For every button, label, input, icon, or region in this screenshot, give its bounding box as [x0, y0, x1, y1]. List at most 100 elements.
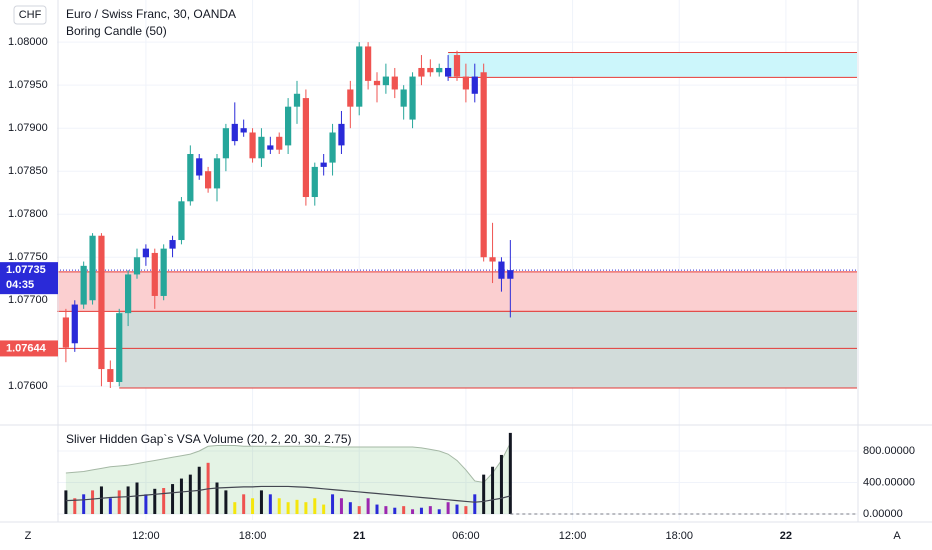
- candle-body: [480, 72, 487, 258]
- candle-body: [311, 166, 318, 198]
- candle-body: [196, 158, 203, 176]
- volume-bar: [64, 490, 68, 515]
- volume-bar: [499, 454, 503, 515]
- volume-bar: [331, 494, 335, 515]
- volume-bar: [419, 507, 423, 515]
- volume-tick-label: 400.00000: [863, 476, 915, 488]
- candle-body: [471, 76, 478, 94]
- volume-bar: [82, 494, 86, 515]
- candle-body: [125, 274, 132, 314]
- volume-band: [65, 443, 511, 515]
- candle-body: [222, 128, 229, 159]
- auto-scale-button[interactable]: A: [893, 530, 901, 542]
- y-tick-label: 1.08000: [8, 36, 48, 48]
- volume-bar: [179, 478, 183, 515]
- volume-bar: [339, 498, 343, 515]
- volume-tick-label: 800.00000: [863, 445, 915, 457]
- volume-bar: [473, 494, 477, 515]
- candle-body: [445, 67, 452, 77]
- volume-bar: [348, 502, 352, 515]
- candle-body: [151, 252, 158, 296]
- candle-body: [89, 235, 96, 301]
- symbol-box[interactable]: [13, 5, 47, 25]
- candle-body: [160, 248, 167, 296]
- candle-body: [391, 76, 398, 90]
- volume-bar: [366, 498, 370, 515]
- candle-body: [213, 158, 221, 189]
- volume-bar: [277, 498, 281, 515]
- candle-body: [80, 265, 87, 305]
- candle-body: [400, 89, 407, 107]
- candle-body: [302, 98, 309, 198]
- candle-body: [267, 145, 274, 150]
- volume-bar: [455, 504, 459, 515]
- candle-body: [365, 46, 372, 81]
- candle-body: [498, 261, 505, 279]
- zone: [119, 311, 857, 389]
- indicator-label: Boring Candle (50): [66, 24, 167, 38]
- volume-bar: [188, 474, 192, 515]
- y-tick-label: 1.07850: [8, 165, 48, 177]
- volume-bar: [126, 486, 130, 515]
- last-price-box: [0, 262, 58, 295]
- candle-body: [436, 67, 443, 73]
- chart-title: Euro / Swiss Franc, 30, OANDA: [66, 7, 236, 21]
- volume-title: Sliver Hidden Gap`s VSA Volume (20, 2, 2…: [66, 432, 352, 446]
- volume-bar: [233, 502, 237, 515]
- candle-body: [320, 162, 327, 167]
- candle-body: [453, 55, 461, 77]
- volume-band-line: [65, 442, 511, 484]
- x-tick-label: 21: [353, 530, 365, 542]
- volume-bar: [108, 498, 112, 515]
- volume-bar: [224, 490, 228, 515]
- y-tick-label: 1.07800: [8, 208, 48, 220]
- x-tick-label: 12:00: [132, 530, 160, 542]
- volume-bar: [357, 506, 361, 515]
- y-tick-label: 1.07600: [8, 380, 48, 392]
- candle-body: [285, 106, 292, 146]
- volume-bar: [73, 498, 77, 515]
- volume-bar: [153, 488, 157, 515]
- volume-bar: [508, 432, 512, 515]
- volume-bar: [268, 494, 272, 515]
- candle-body: [187, 153, 194, 202]
- volume-bar: [91, 490, 95, 515]
- volume-bar: [304, 502, 308, 515]
- candle-body: [98, 235, 105, 370]
- candle-body: [276, 136, 283, 150]
- candle-body: [373, 80, 381, 86]
- labels: 1.08000 1.07950 1.07900 1.07850 1.07800 1.077…: [0, 36, 915, 542]
- candle-body: [427, 67, 434, 73]
- candle-body: [205, 171, 212, 189]
- volume-bar: [295, 499, 299, 515]
- x-tick-label: 12:00: [559, 530, 587, 542]
- candle-body: [240, 128, 247, 133]
- volume-bar: [384, 506, 388, 515]
- y-tick-label: 1.07750: [8, 251, 48, 263]
- volume-bar: [402, 506, 406, 515]
- volume-bar: [171, 484, 175, 515]
- candle-body: [169, 240, 176, 249]
- candle-body: [489, 257, 496, 262]
- volume-bar: [251, 498, 255, 515]
- timezone-button[interactable]: Z: [25, 530, 32, 542]
- volume-bar: [393, 507, 397, 515]
- candle-body: [71, 304, 78, 344]
- candle-body: [338, 123, 345, 146]
- candle-body: [382, 76, 389, 86]
- candle-body: [231, 123, 238, 142]
- volume-bar: [162, 488, 166, 515]
- x-tick-label: 18:00: [239, 530, 267, 542]
- volume-bar: [446, 502, 450, 515]
- volume-bar: [215, 482, 219, 515]
- last-price-label: 1.07735: [6, 264, 46, 276]
- y-tick-label: 1.07700: [8, 294, 48, 306]
- candle-body: [356, 46, 363, 107]
- zones: [57, 51, 857, 389]
- volume-tick-label: 0.00000: [863, 508, 903, 520]
- volume-bar: [322, 504, 326, 515]
- volume-bar: [313, 498, 317, 515]
- symbol: CHF: [19, 9, 42, 21]
- candle-body: [293, 93, 301, 107]
